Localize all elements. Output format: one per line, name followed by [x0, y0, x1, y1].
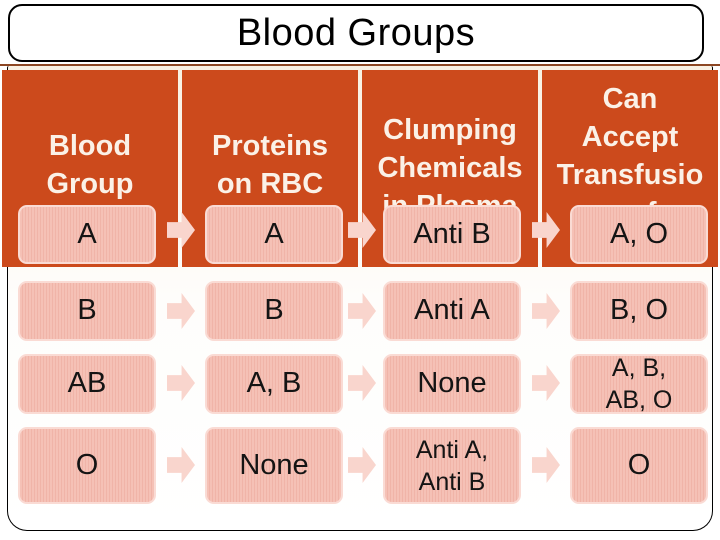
cell-proteins-a: A	[205, 205, 343, 264]
header-proteins-on-rbc-label: Proteins on RBC	[211, 129, 329, 200]
cell-chemicals-anti-a: Anti A	[383, 281, 521, 341]
header-blood-group-label: Blood Group	[46, 129, 134, 200]
cell-chemicals-anti-a-anti-b: Anti A, Anti B	[383, 427, 521, 504]
divider-line	[0, 64, 720, 66]
cell-accepts-o: O	[570, 427, 708, 504]
slide-title-box: Blood Groups	[8, 4, 704, 62]
cell-proteins-b: B	[205, 281, 343, 341]
cell-chemicals-anti-b: Anti B	[383, 205, 521, 264]
cell-accepts-b-o: B, O	[570, 281, 708, 341]
cell-blood-group-a: A	[18, 205, 156, 264]
cell-blood-group-o: O	[18, 427, 156, 504]
slide-title: Blood Groups	[236, 11, 476, 54]
cell-accepts-a-b-ab-o: A, B, AB, O	[570, 354, 708, 414]
cell-blood-group-b: B	[18, 281, 156, 341]
cell-proteins-a-b: A, B	[205, 354, 343, 414]
cell-proteins-none: None	[205, 427, 343, 504]
header-clumping-chemicals-label: Clumping Chemicals in Plasma	[377, 113, 523, 222]
header-can-accept-transfusion-label: Can Accept Transfusio n of	[556, 82, 704, 229]
cell-blood-group-ab: AB	[18, 354, 156, 414]
cell-accepts-a-o: A, O	[570, 205, 708, 264]
cell-chemicals-none: None	[383, 354, 521, 414]
